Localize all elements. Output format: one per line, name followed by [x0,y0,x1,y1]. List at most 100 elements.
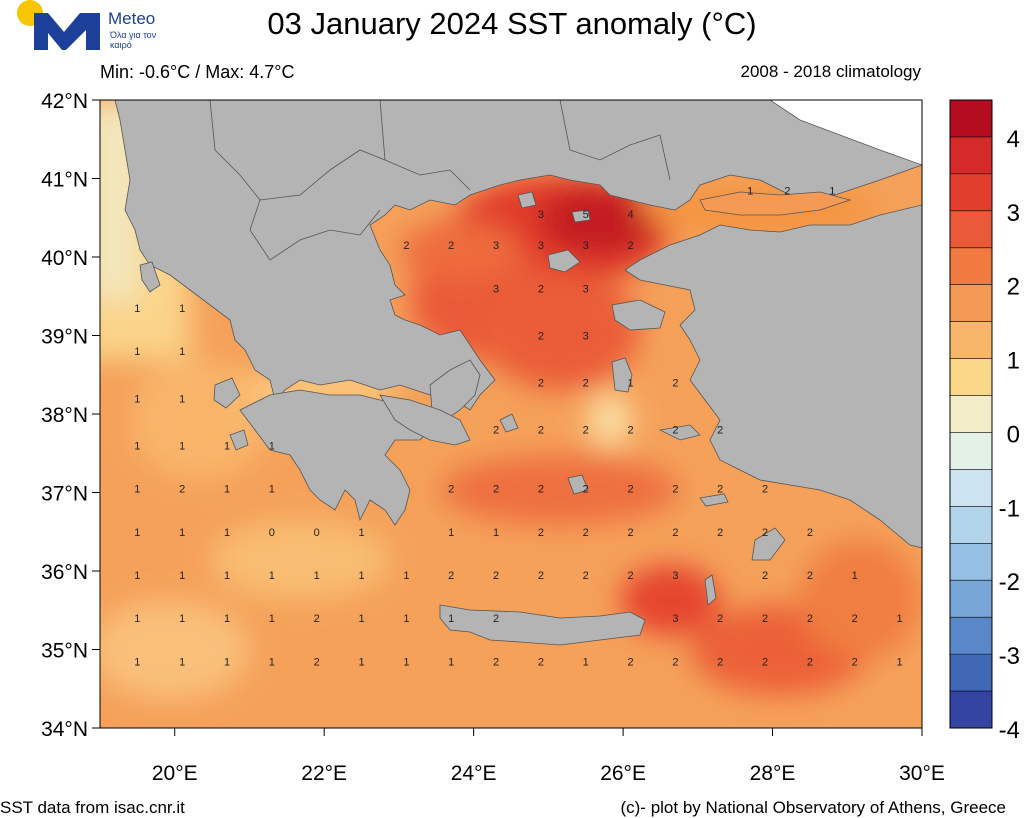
colorbar-swatch [950,284,992,323]
anomaly-grid-value: 1 [829,185,835,197]
anomaly-grid-value: 2 [672,484,678,496]
anomaly-grid-value: 2 [762,656,768,668]
data-source-credit: SST data from isac.cnr.it [0,798,185,817]
meteo-logo [17,0,100,50]
anomaly-grid-value: 2 [807,527,813,539]
anomaly-grid-value: 1 [179,656,185,668]
anomaly-grid-value: 3 [672,570,678,582]
colorbar-label: -3 [999,643,1020,670]
anomaly-grid-value: 2 [672,425,678,437]
anomaly-grid-value: 1 [448,527,454,539]
colorbar: 4 3 2 1 0 -1 -2 -3 -4 [949,99,1020,744]
anomaly-grid-value: 4 [628,209,634,221]
anomaly-grid-value: 1 [358,656,364,668]
colorbar-swatch [950,173,992,212]
anomaly-grid-value: 1 [134,303,140,315]
land-chios [611,357,633,393]
anomaly-grid-value: 1 [134,570,140,582]
anomaly-grid-value: 2 [807,613,813,625]
anomaly-shading [100,100,920,700]
anomaly-grid-value: 3 [538,209,544,221]
anomaly-grid-value: 2 [538,527,544,539]
lat-tick-label: 38°N [41,404,88,427]
anomaly-grid-value: 0 [269,527,275,539]
anomaly-grid-value: 1 [179,613,185,625]
land-thassos [517,191,537,209]
colorbar-label: -4 [999,717,1020,744]
anomaly-grid-value: 1 [493,527,499,539]
anomaly-grid-value: 1 [358,613,364,625]
m-letter-icon [34,13,100,50]
anomaly-grid-value: 2 [762,613,768,625]
anomaly-grid-value: 2 [583,570,589,582]
anomaly-grid-value: 2 [538,378,544,390]
land-lesvos [611,299,666,331]
anomaly-grid-value: 2 [628,656,634,668]
anomaly-grid-value: 2 [784,185,790,197]
lat-tick-label: 39°N [41,326,88,349]
anomaly-grid-value: 2 [493,570,499,582]
anomaly-grid-value: 1 [448,613,454,625]
colorbar-label: 1 [1007,348,1020,375]
anomaly-grid-value: 1 [897,613,903,625]
anomaly-grid-labels: 1 1 1 1 1 1 1 1 1 1 1 2 1 1 1 1 1 0 0 1 1 1 2 2 2 2 2 2 2 1 1 1 1 1 1 1 2 2 2 2… [134,185,902,668]
anomaly-grid-value: 2 [314,656,320,668]
anomaly-grid-value: 2 [807,656,813,668]
anomaly-grid-value: 2 [807,570,813,582]
anomaly-grid-value: 2 [628,240,634,252]
anomaly-grid-value: 2 [583,484,589,496]
colorbar-label: 3 [1007,200,1020,227]
lat-tick-label: 41°N [41,169,88,192]
anomaly-grid-value: 0 [314,527,320,539]
lat-tick-label: 37°N [41,483,88,506]
anomaly-grid-value: 1 [134,346,140,358]
anomaly-grid-value: 1 [224,656,230,668]
anomaly-grid-value: 1 [224,527,230,539]
anomaly-grid-value: 1 [134,527,140,539]
anomaly-grid-value: 1 [897,656,903,668]
anomaly-grid-value: 1 [179,440,185,452]
anomaly-grid-value: 2 [538,331,544,343]
colorbar-label: -1 [999,495,1020,522]
land-peloponnese [239,389,431,526]
colorbar-swatch [950,136,992,175]
anomaly-grid-value: 2 [493,656,499,668]
anomaly-grid-value: 1 [269,656,275,668]
colorbar-swatch [950,691,992,729]
anomaly-grid-value: 2 [672,378,678,390]
anomaly-grid-value: 2 [179,484,185,496]
anomaly-grid-value: 1 [179,346,185,358]
colorbar-label: 4 [1007,126,1020,153]
anomaly-grid-value: 2 [403,240,409,252]
anomaly-grid-value: 3 [493,240,499,252]
colorbar-swatch [950,506,992,544]
colorbar-label: 2 [1007,274,1020,301]
lon-tick-label: 24°E [451,762,497,785]
latitude-axis: 42°N 41°N 40°N 39°N 38°N 37°N 36°N 35°N 34°N [41,90,100,741]
anomaly-grid-value: 1 [269,613,275,625]
anomaly-grid-value: 2 [672,656,678,668]
anomaly-grid-value: 1 [583,656,589,668]
anomaly-grid-value: 3 [672,613,678,625]
anomaly-grid-value: 2 [538,656,544,668]
anomaly-grid-value: 1 [224,570,230,582]
anomaly-grid-value: 2 [717,527,723,539]
colorbar-swatch [950,100,992,138]
anomaly-grid-value: 1 [358,570,364,582]
anomaly-grid-value: 2 [493,484,499,496]
anomaly-grid-value: 1 [179,393,185,405]
anomaly-grid-value: 2 [717,656,723,668]
colorbar-swatch [950,654,992,692]
anomaly-grid-value: 2 [538,570,544,582]
lat-tick-label: 42°N [41,90,88,113]
anomaly-grid-value: 2 [314,613,320,625]
sst-field [100,100,922,728]
land-turkey [624,204,922,549]
colorbar-swatch [950,321,992,360]
land-kos [699,493,729,507]
anomaly-grid-value: 2 [583,425,589,437]
anomaly-grid-value: 2 [628,527,634,539]
land-samos [658,424,701,441]
anomaly-grid-value: 1 [403,570,409,582]
